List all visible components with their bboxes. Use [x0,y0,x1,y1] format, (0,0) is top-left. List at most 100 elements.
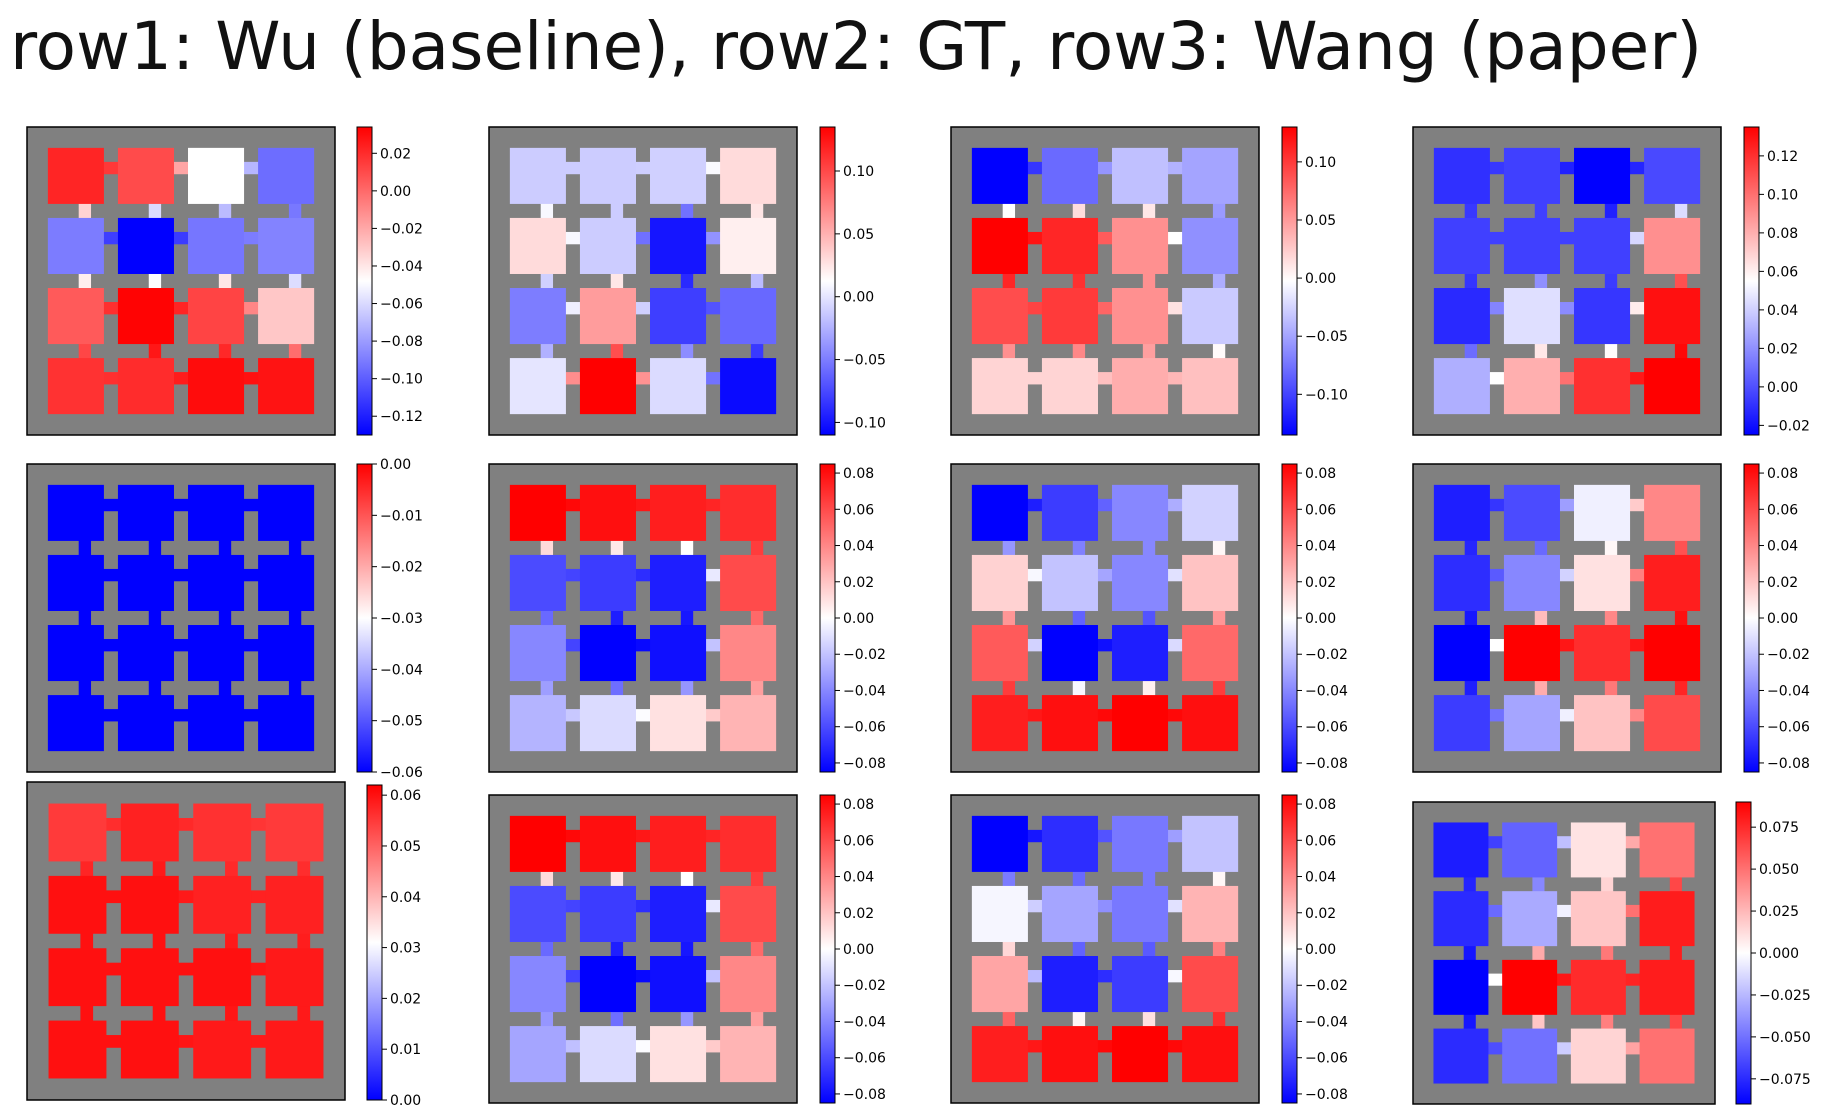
heatmap-cell [720,885,777,942]
colorbar-tick-label: −0.06 [380,765,423,781]
h-connector [705,970,722,983]
figure-title: row1: Wu (baseline), row2: GT, row3: Wan… [10,8,1703,85]
colorbar-tick-label: 0.02 [390,991,421,1007]
v-connector [218,680,232,697]
heatmap-cell [509,288,566,345]
heatmap-cell [1502,1028,1558,1084]
h-connector [1026,568,1043,582]
heatmap-cell [1433,484,1490,541]
heatmap-cell [1041,1026,1098,1083]
heatmap-cell [720,147,777,204]
v-connector [1604,539,1618,556]
colorbar-tick-label: 0.00 [843,290,874,306]
v-connector [750,1011,764,1028]
colorbar-tick-label: 0.00 [390,1093,421,1109]
heatmap-cell [1644,695,1701,752]
heatmap-cell [579,815,636,872]
heatmap-cell [1433,959,1489,1015]
colorbar-tick-label: −0.02 [380,560,423,576]
colorbar-tick-label: −0.08 [843,1087,886,1103]
colorbar-tick-label: 0.10 [1767,187,1798,203]
h-connector [1096,302,1114,315]
v-connector [148,202,162,219]
v-connector [1142,870,1156,887]
heatmap-cell [1639,891,1695,947]
heatmap-cell [1644,288,1701,345]
h-connector [102,568,119,582]
h-connector [172,372,190,385]
colorbar-tick-label: 0.04 [1305,539,1336,555]
colorbar-tick-label: 0.06 [1767,264,1798,280]
heatmap-cell [1112,1026,1169,1083]
v-connector [148,680,162,697]
h-connector [634,899,652,913]
heatmap-cell [258,554,315,611]
heatmap-cell [1112,358,1169,415]
h-connector [1167,970,1184,983]
h-connector [705,372,722,385]
v-connector [1464,202,1478,219]
v-connector [1601,1013,1614,1030]
colorbar-tick-label: −0.06 [380,297,423,313]
colorbar-tick-label: −0.075 [1759,1072,1811,1088]
h-connector [1558,302,1576,315]
heatmap-cell [47,358,104,415]
h-connector [1629,498,1646,512]
heatmap-cell [117,695,174,752]
heatmap-panel-r3c3: 0.08 0.06 0.04 0.02 0.00 −0.02 −0.04 −0.06 −0.08 [950,794,1348,1104]
heatmap-panel-r2c2: 0.08 0.06 0.04 0.02 0.00 −0.02 −0.04 −0.06 −0.08 [488,463,886,773]
heatmap-cell [650,288,707,345]
heatmap-cell [1433,147,1490,204]
v-connector [1142,609,1156,627]
heatmap-cell [509,815,566,872]
heatmap-cell [579,147,636,204]
h-connector [243,302,260,315]
v-connector [1532,945,1545,961]
heatmap-cell [47,695,104,752]
h-connector [1624,973,1641,986]
heatmap-cell [1433,1028,1489,1084]
heatmap-cell [48,875,107,934]
h-connector [1167,709,1184,722]
colorbar [1281,794,1298,1104]
h-connector [1556,973,1572,986]
v-connector [225,860,238,877]
heatmap-cell [1574,358,1631,415]
heatmap-cell [1112,885,1169,942]
colorbar-tick-label: 0.05 [390,839,421,855]
v-connector [297,1005,311,1022]
heatmap-cell [1644,484,1701,541]
v-connector [1601,945,1614,961]
heatmap-cell [579,217,636,274]
colorbar-tick-label: −0.08 [843,756,886,772]
h-connector [634,568,652,582]
heatmap-panel-r2c1: 0.00 −0.01 −0.02 −0.03 −0.04 −0.05 −0.06 [26,457,423,781]
v-connector [1669,1013,1682,1030]
v-connector [680,1011,694,1028]
v-connector [1534,272,1548,290]
colorbar-tick-label: 0.00 [1767,380,1798,396]
h-connector [1487,836,1504,849]
v-connector [297,860,311,877]
v-connector [148,539,162,556]
heatmap-cell [1182,956,1239,1013]
v-connector [1604,202,1618,219]
h-connector [634,970,652,983]
v-connector [297,932,311,950]
h-connector [1488,302,1505,315]
colorbar-tick-label: 0.04 [390,890,421,906]
h-connector [705,829,722,843]
heatmap-cell [971,554,1028,611]
heatmap-cell [509,885,566,942]
heatmap-cell [650,956,707,1013]
heatmap-cell [258,147,315,204]
v-connector [1002,680,1016,697]
heatmap-cell [117,625,174,682]
h-connector [634,829,652,843]
colorbar-tick-label: 0.04 [1767,303,1798,319]
colorbar-tick-label: −0.050 [1759,1030,1811,1046]
h-connector [564,231,581,245]
heatmap-cell [720,1026,777,1083]
heatmap-panel-r1c1: 0.02 0.00 −0.02 −0.04 −0.06 −0.08 −0.10 −0.12 [26,126,423,436]
v-connector [225,1005,238,1022]
